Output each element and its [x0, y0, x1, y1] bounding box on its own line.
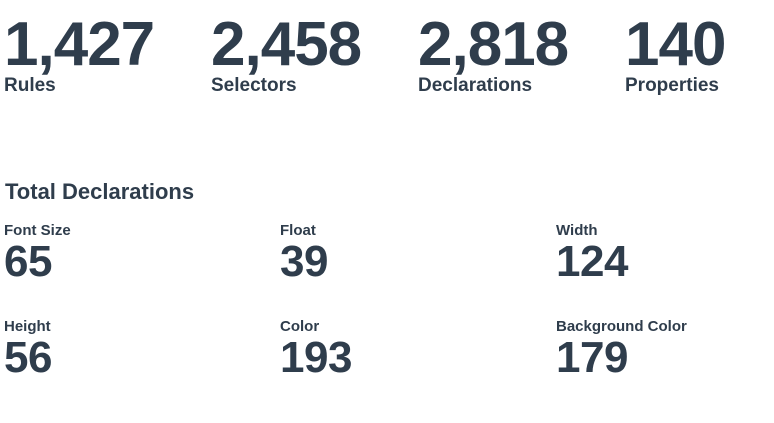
- decl-value: 193: [280, 333, 352, 382]
- stat-properties-value: 140: [625, 10, 726, 79]
- summary-stats: 1,427 Rules 2,458 Selectors 2,818 Declar…: [4, 14, 770, 104]
- decl-value: 56: [4, 333, 52, 382]
- stat-rules-label: Rules: [4, 75, 56, 96]
- decl-value: 179: [556, 333, 628, 382]
- decl-label: Color: [280, 318, 320, 335]
- decl-background-color: Background Color 179: [556, 318, 687, 381]
- decl-height: Height 56: [4, 318, 52, 381]
- decl-width: Width 124: [556, 222, 628, 285]
- decl-label: Width: [556, 222, 598, 239]
- decl-value: 39: [280, 237, 328, 286]
- total-declarations-grid: Font Size 65 Float 39 Width 124 Height 5…: [4, 222, 770, 392]
- total-declarations-title: Total Declarations: [5, 179, 195, 204]
- decl-float: Float 39: [280, 222, 328, 285]
- stat-selectors: 2,458 Selectors: [211, 10, 362, 96]
- decl-label: Height: [4, 318, 51, 335]
- decl-label: Float: [280, 222, 316, 239]
- stat-properties-label: Properties: [625, 75, 719, 96]
- decl-color: Color 193: [280, 318, 352, 381]
- stat-rules-value: 1,427: [4, 10, 155, 79]
- stat-declarations: 2,818 Declarations: [418, 10, 569, 96]
- decl-label: Font Size: [4, 222, 71, 239]
- decl-font-size: Font Size 65: [4, 222, 71, 285]
- decl-label: Background Color: [556, 318, 687, 335]
- stat-declarations-value: 2,818: [418, 10, 569, 79]
- stat-declarations-label: Declarations: [418, 75, 533, 96]
- decl-value: 65: [4, 237, 52, 286]
- stat-selectors-label: Selectors: [211, 75, 297, 96]
- stat-properties: 140 Properties: [625, 10, 726, 96]
- decl-value: 124: [556, 237, 628, 286]
- stat-selectors-value: 2,458: [211, 10, 362, 79]
- stat-rules: 1,427 Rules: [4, 10, 155, 96]
